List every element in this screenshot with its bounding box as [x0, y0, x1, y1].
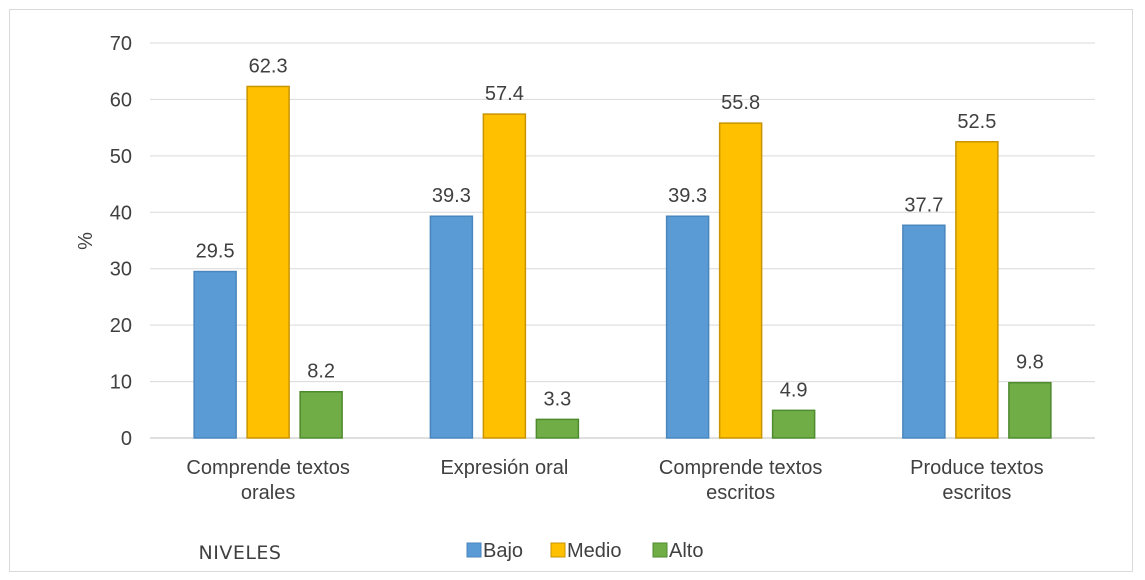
- bar-alto: [1008, 381, 1052, 439]
- data-labels: 29.5 62.3 8.2 39.3 57.4 3.3 39.3 55.8 4.9 37.7 52.…: [196, 55, 1044, 410]
- legend-swatch-medio: [550, 542, 566, 558]
- y-tick-label: 70: [110, 33, 132, 55]
- x-category-label-line: Produce textos: [910, 457, 1043, 479]
- y-tick-label: 40: [110, 202, 132, 224]
- y-axis-title: %: [75, 232, 97, 250]
- data-label: 37.7: [904, 194, 943, 216]
- bar-bajo: [193, 270, 237, 439]
- legend-swatch-bajo: [466, 542, 482, 558]
- x-category-label-line: escritos: [706, 482, 775, 504]
- y-tick-label: 10: [110, 372, 132, 394]
- legend-swatch-alto: [652, 542, 668, 558]
- y-tick-label: 0: [121, 428, 132, 450]
- y-tick-label: 60: [110, 89, 132, 111]
- x-axis-categories: Comprende textos orales Expresión oral Comp…: [186, 457, 1043, 504]
- data-label: 4.9: [780, 379, 808, 401]
- x-category-label: Produce textos escritos: [910, 457, 1043, 504]
- y-tick-label: 20: [110, 315, 132, 337]
- bar-medio: [955, 141, 999, 439]
- data-label: 29.5: [196, 241, 235, 263]
- bar-medio: [718, 122, 763, 439]
- x-category-label: Comprende textos escritos: [659, 457, 822, 504]
- bar-medio: [482, 113, 527, 439]
- data-label: 39.3: [668, 185, 707, 207]
- x-axis-title: NIVELES: [199, 542, 282, 564]
- bar-alto: [771, 409, 816, 439]
- x-category-label-line: escritos: [942, 482, 1011, 504]
- legend-label: Medio: [567, 540, 621, 562]
- data-label: 57.4: [485, 83, 524, 105]
- y-axis-ticks: 0 10 20 30 40 50 60 70: [110, 33, 132, 450]
- bar-bajo: [429, 215, 474, 439]
- bar-bajo: [902, 224, 946, 439]
- data-label: 39.3: [432, 185, 471, 207]
- bar-medio: [246, 85, 290, 439]
- x-category-label-line: Expresión oral: [440, 457, 568, 479]
- data-label: 8.2: [307, 361, 335, 383]
- y-tick-label: 50: [110, 146, 132, 168]
- legend-label: Bajo: [483, 540, 523, 562]
- y-tick-label: 30: [110, 259, 132, 281]
- legend-label: Alto: [669, 540, 703, 562]
- gridlines: [150, 42, 1095, 439]
- data-label: 55.8: [721, 92, 760, 114]
- data-label: 3.3: [543, 388, 571, 410]
- bar-alto: [299, 390, 343, 439]
- bar-alto: [535, 418, 580, 439]
- data-label: 62.3: [249, 55, 288, 77]
- bar-bajo: [665, 215, 710, 439]
- data-label: 52.5: [957, 111, 996, 133]
- x-category-label-line: Comprende textos: [186, 457, 349, 479]
- legend: Bajo Medio Alto: [466, 540, 703, 562]
- bars: [193, 85, 1052, 439]
- x-category-label: Comprende textos orales: [186, 457, 349, 504]
- x-category-label-line: orales: [241, 482, 295, 504]
- x-category-label-line: Comprende textos: [659, 457, 822, 479]
- x-category-label: Expresión oral: [440, 457, 568, 479]
- data-label: 9.8: [1016, 352, 1044, 374]
